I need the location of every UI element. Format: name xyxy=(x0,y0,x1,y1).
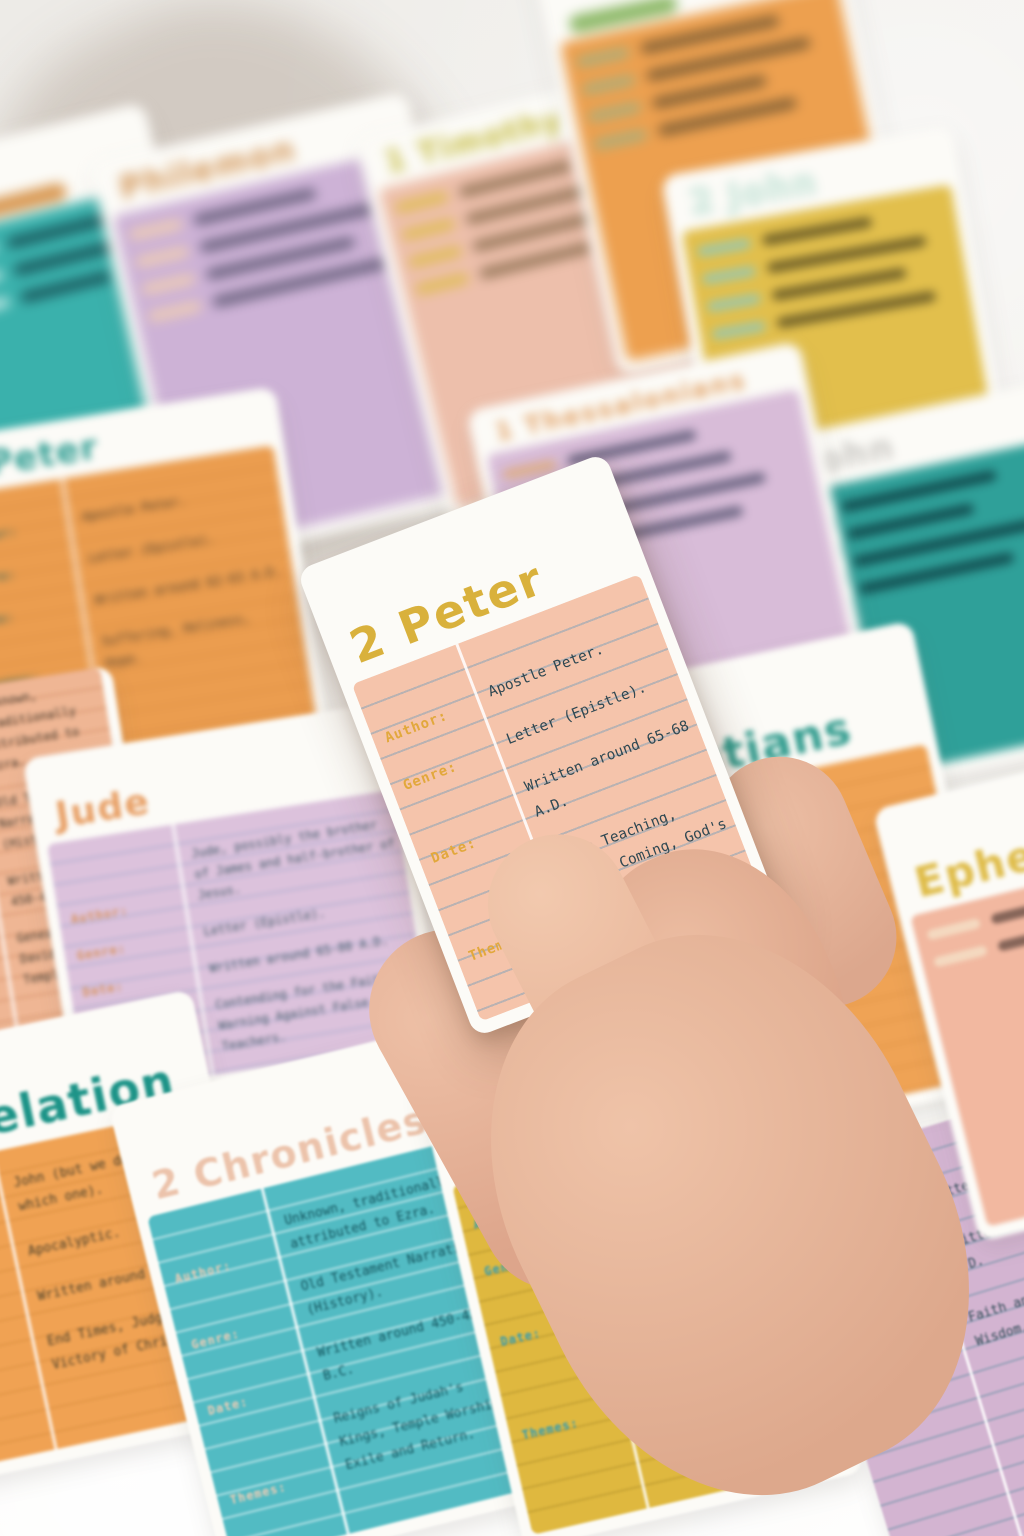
card-title: Jude xyxy=(52,781,154,837)
field-label: Genre: xyxy=(75,941,127,964)
field-label: Date: xyxy=(206,1394,250,1419)
blurred-text-line xyxy=(581,32,834,96)
field-label: Genre: xyxy=(189,1326,242,1353)
field-label: Author: xyxy=(0,524,19,548)
field-label: Author: xyxy=(70,903,130,927)
field-label: Date: xyxy=(0,610,15,631)
field-label: Themes: xyxy=(228,1479,288,1508)
field-value: Jude, possibly the brother of James and … xyxy=(190,817,396,903)
field-label: Themes: xyxy=(0,1367,40,1406)
field-label: Author: xyxy=(173,1258,233,1287)
field-label: Genre: xyxy=(0,567,17,589)
field-label: Date: xyxy=(0,1299,26,1338)
blurred-text-line xyxy=(586,59,840,123)
blurred-text-line xyxy=(592,87,846,151)
field-value: Suffering, Holiness, Hope. xyxy=(100,610,252,671)
